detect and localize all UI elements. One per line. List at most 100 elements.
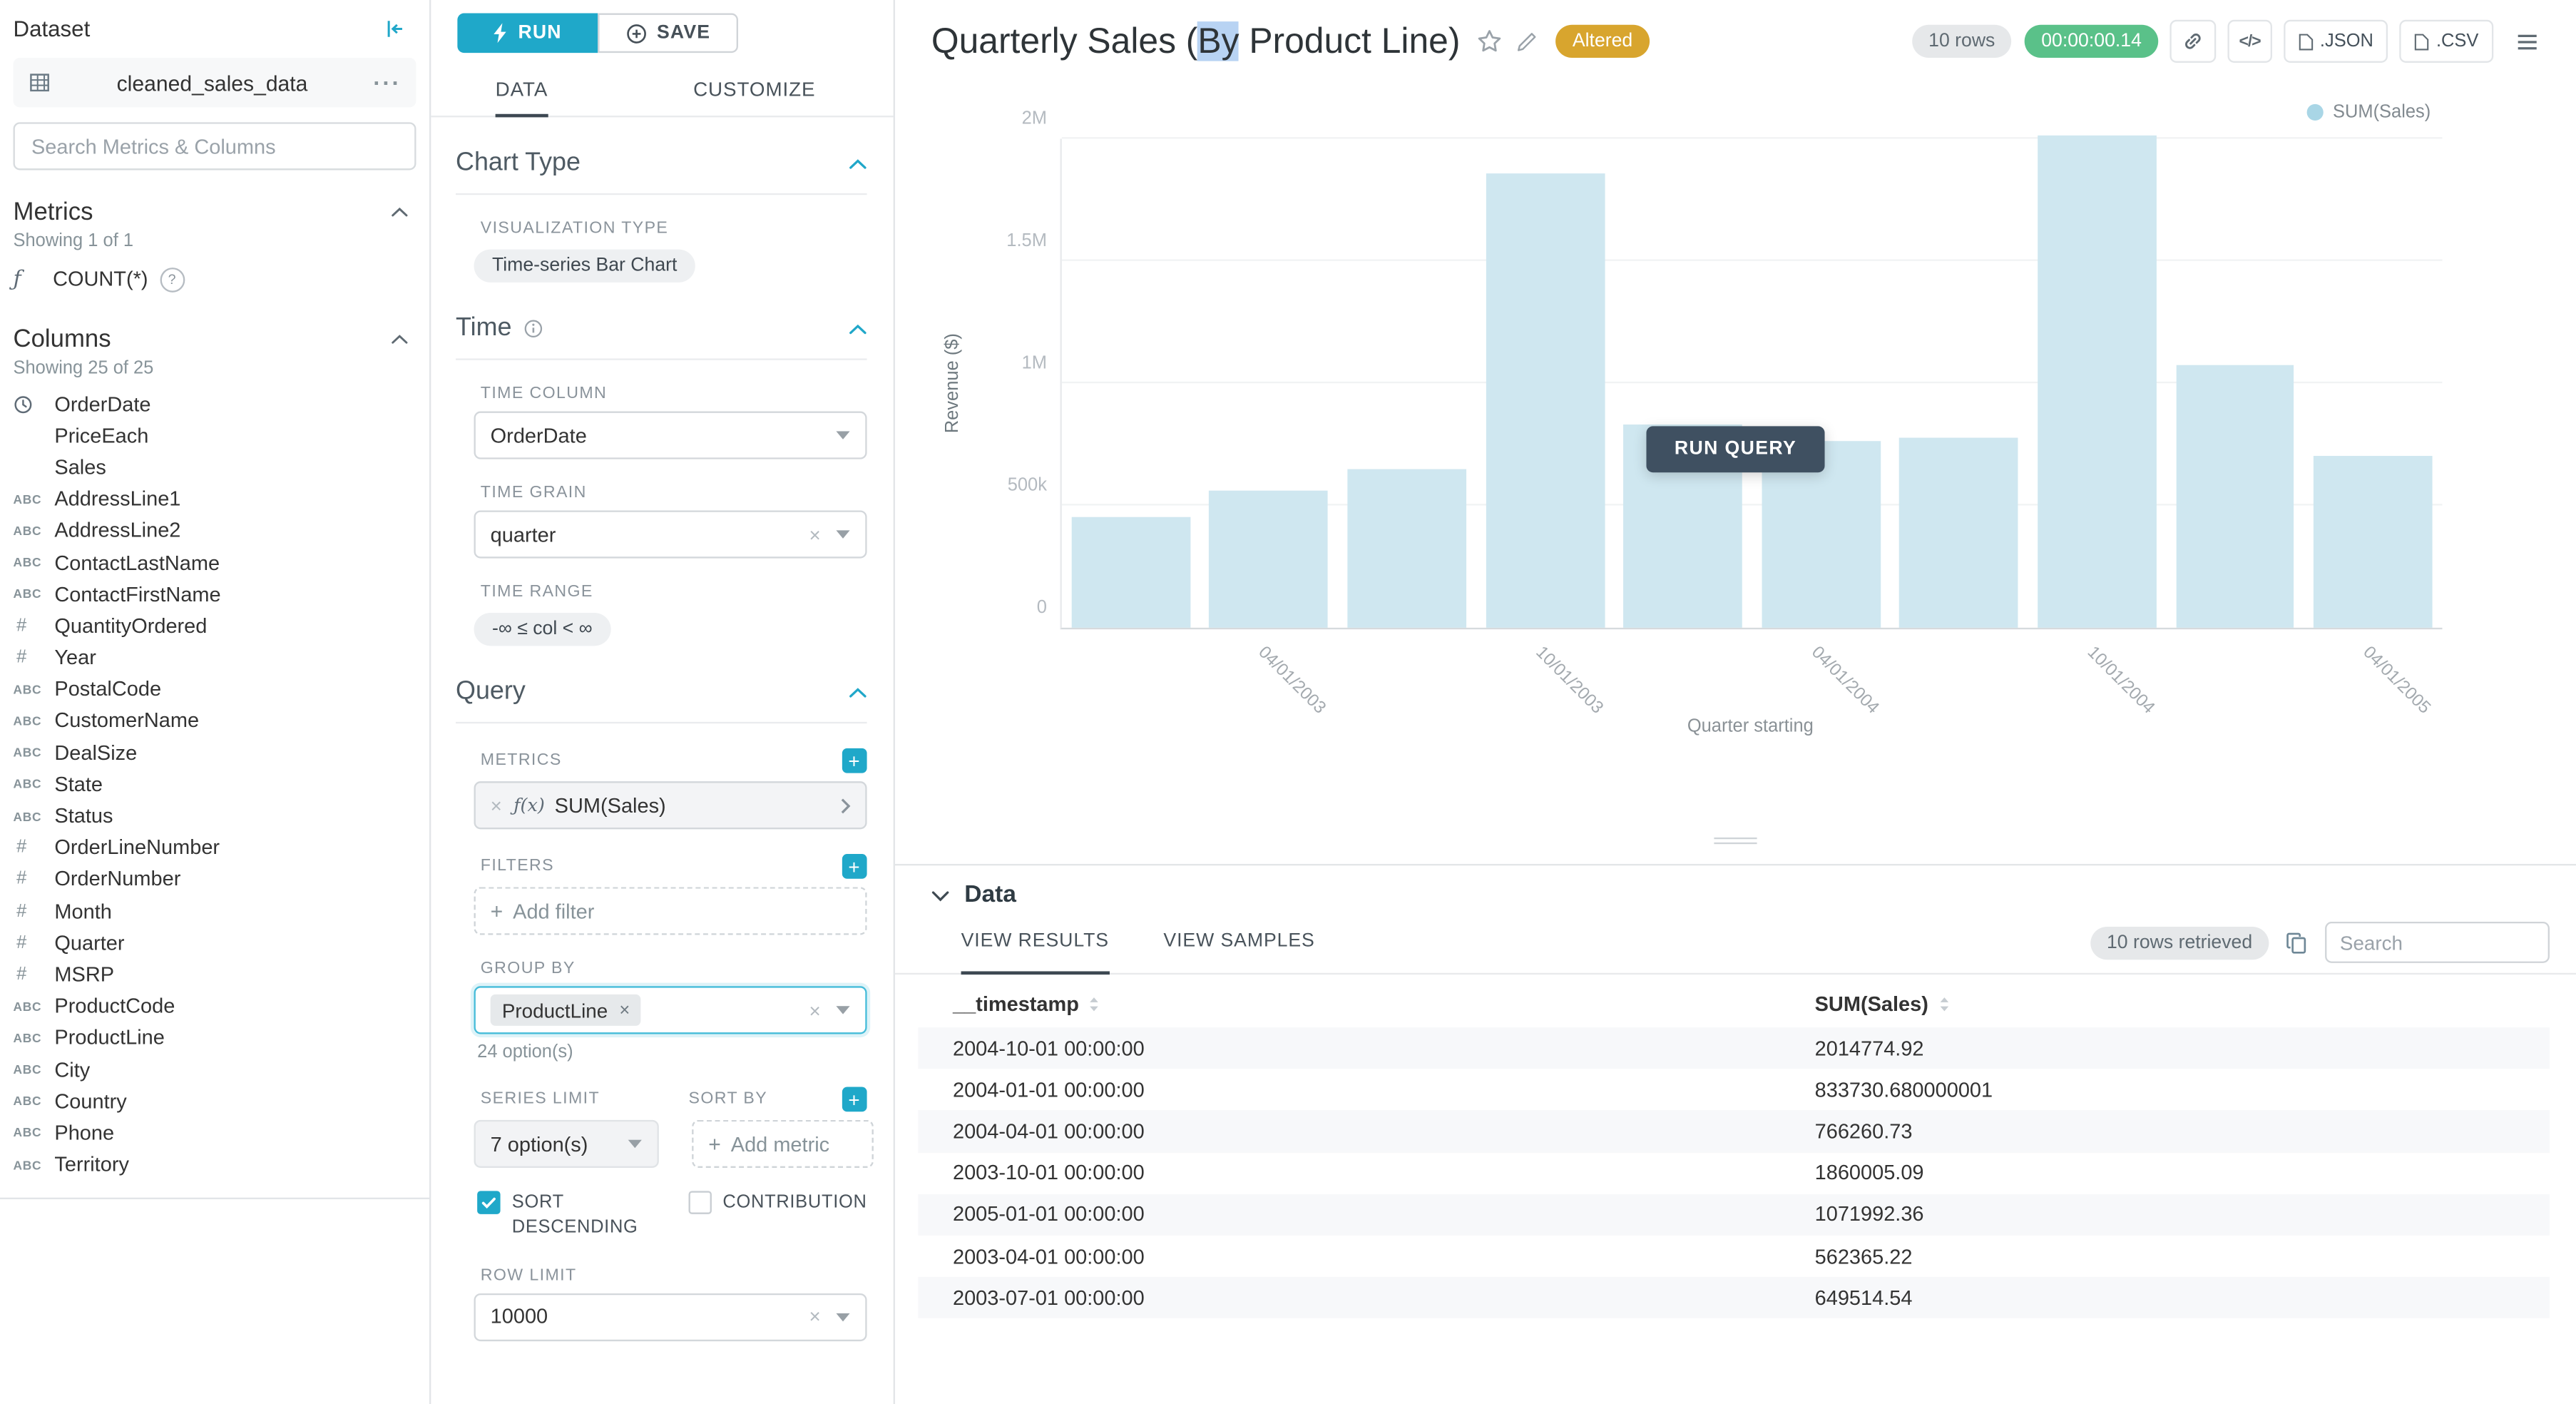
table-row[interactable]: 2004-04-01 00:00:00 766260.73	[918, 1110, 2550, 1153]
column-item[interactable]: ABC ContactFirstName	[0, 579, 429, 610]
collapse-panel-icon[interactable]	[384, 18, 406, 39]
add-metric-button[interactable]: +	[842, 748, 867, 773]
metric-pill[interactable]: × ƒ(x) SUM(Sales)	[474, 781, 867, 830]
remove-tag-icon[interactable]: ×	[619, 999, 630, 1020]
page-title[interactable]: Quarterly Sales (By Product Line)	[931, 20, 1461, 61]
data-panel-header[interactable]: Data	[895, 865, 2576, 912]
table-row[interactable]: 2003-07-01 00:00:00 649514.54	[918, 1277, 2550, 1319]
resize-handle[interactable]	[1714, 834, 1757, 848]
x-tick-label: 10/01/2004	[2082, 642, 2159, 718]
column-item[interactable]: ABC ProductLine	[0, 1022, 429, 1054]
export-csv-button[interactable]: .CSV	[2399, 19, 2494, 63]
time-column-select[interactable]: OrderDate	[474, 411, 867, 459]
add-filter-button[interactable]: +	[842, 854, 867, 879]
run-query-button[interactable]: RUN QUERY	[1646, 426, 1825, 473]
column-item[interactable]: # MSRP	[0, 959, 429, 990]
column-item[interactable]: ABC Status	[0, 800, 429, 832]
time-grain-select[interactable]: quarter ×	[474, 510, 867, 559]
sort-by-dropzone[interactable]: + Add metric	[692, 1119, 874, 1168]
column-item[interactable]: Sales	[0, 452, 429, 483]
table-row[interactable]: 2004-01-01 00:00:00 833730.680000001	[918, 1069, 2550, 1110]
query-section-header[interactable]: Query	[456, 646, 867, 724]
time-section-header[interactable]: Time	[456, 283, 867, 360]
clear-icon[interactable]: ×	[809, 522, 821, 546]
x-tick-label: 04/01/2003	[1254, 642, 1331, 718]
contribution-checkbox-row[interactable]: CONTRIBUTION	[688, 1189, 867, 1242]
column-item[interactable]: ABC AddressLine2	[0, 515, 429, 546]
column-header[interactable]: SUM(Sales)	[1815, 993, 2550, 1016]
columns-section-title: Columns	[13, 325, 111, 354]
column-item[interactable]: OrderDate	[0, 388, 429, 419]
chevron-up-icon[interactable]	[392, 206, 408, 218]
save-button[interactable]: SAVE	[598, 13, 738, 54]
dataset-options-icon[interactable]: ···	[373, 69, 402, 96]
help-icon[interactable]: ?	[159, 266, 185, 292]
sort-icon[interactable]	[1089, 996, 1100, 1012]
table-row[interactable]: 2004-10-01 00:00:00 2014774.92	[918, 1027, 2550, 1069]
share-link-button[interactable]	[2169, 19, 2217, 63]
column-item[interactable]: ABC CustomerName	[0, 705, 429, 736]
add-sort-metric-button[interactable]: +	[842, 1087, 867, 1112]
group-by-tag[interactable]: ProductLine ×	[490, 994, 642, 1026]
column-item[interactable]: # OrderLineNumber	[0, 832, 429, 863]
metrics-columns-search-input[interactable]	[13, 122, 416, 171]
checkbox-checked-icon[interactable]	[477, 1191, 501, 1214]
column-item[interactable]: # OrderNumber	[0, 864, 429, 895]
column-item[interactable]: # Month	[0, 895, 429, 927]
column-item[interactable]: # Year	[0, 642, 429, 673]
copy-icon[interactable]	[2286, 931, 2309, 954]
tab-customize[interactable]: CUSTOMIZE	[693, 77, 816, 101]
metric-item[interactable]: ƒ COUNT(*) ?	[0, 258, 429, 300]
star-icon[interactable]	[1477, 28, 1503, 54]
gridline	[1061, 137, 2443, 139]
chevron-up-icon[interactable]	[392, 334, 408, 345]
checkbox-unchecked-icon[interactable]	[688, 1191, 712, 1214]
run-button[interactable]: RUN	[457, 13, 598, 54]
results-search-input[interactable]	[2325, 921, 2550, 963]
column-item[interactable]: PriceEach	[0, 420, 429, 452]
table-row[interactable]: 2003-10-01 00:00:00 1860005.09	[918, 1152, 2550, 1194]
add-filter-dropzone[interactable]: + Add filter	[474, 887, 867, 935]
file-icon	[2299, 33, 2313, 50]
table-row[interactable]: 2003-04-01 00:00:00 562365.22	[918, 1236, 2550, 1277]
column-item[interactable]: ABC Phone	[0, 1117, 429, 1149]
sort-descending-checkbox-row[interactable]: SORT DESCENDING	[477, 1189, 688, 1242]
column-item[interactable]: ABC ProductCode	[0, 990, 429, 1022]
table-row[interactable]: 2005-01-01 00:00:00 1071992.36	[918, 1194, 2550, 1236]
tab-data[interactable]: DATA	[495, 64, 548, 118]
tab-view-results[interactable]: VIEW RESULTS	[961, 912, 1109, 975]
column-item[interactable]: ABC PostalCode	[0, 673, 429, 705]
embed-code-button[interactable]: </>	[2227, 19, 2272, 63]
value-cell: 833730.680000001	[1814, 1078, 1993, 1102]
column-item-label: OrderLineNumber	[54, 836, 220, 860]
column-item[interactable]: ABC Country	[0, 1086, 429, 1117]
export-json-button[interactable]: .JSON	[2283, 19, 2388, 63]
row-limit-select[interactable]: 10000 ×	[474, 1293, 867, 1341]
dataset-selector[interactable]: cleaned_sales_data ···	[13, 58, 416, 108]
menu-icon[interactable]	[2505, 21, 2550, 61]
time-range-value[interactable]: -∞ ≤ col < ∞	[474, 613, 611, 646]
column-item[interactable]: ABC DealSize	[0, 737, 429, 768]
column-item[interactable]: # Quarter	[0, 927, 429, 958]
chart-legend[interactable]: SUM(Sales)	[2306, 103, 2431, 122]
column-item[interactable]: # QuantityOrdered	[0, 610, 429, 641]
column-item[interactable]: ABC Territory	[0, 1149, 429, 1180]
clear-icon[interactable]: ×	[809, 998, 821, 1022]
tab-view-samples[interactable]: VIEW SAMPLES	[1163, 931, 1315, 952]
sort-icon[interactable]	[1938, 996, 1950, 1012]
metrics-section-title: Metrics	[13, 198, 93, 227]
viz-type-value[interactable]: Time-series Bar Chart	[474, 249, 695, 283]
chart-type-section-header[interactable]: Chart Type	[456, 117, 867, 195]
column-item[interactable]: ABC City	[0, 1054, 429, 1085]
altered-badge[interactable]: Altered	[1555, 24, 1650, 58]
series-limit-select[interactable]: 7 option(s)	[474, 1119, 659, 1168]
column-item[interactable]: ABC AddressLine1	[0, 483, 429, 514]
hash-icon: #	[16, 932, 27, 953]
clear-icon[interactable]: ×	[809, 1305, 821, 1329]
remove-metric-icon[interactable]: ×	[490, 793, 502, 817]
edit-title-icon[interactable]	[1516, 30, 1539, 53]
column-item[interactable]: ABC ContactLastName	[0, 546, 429, 578]
group-by-select[interactable]: ProductLine × ×	[474, 986, 867, 1034]
column-header[interactable]: __timestamp	[953, 993, 1815, 1016]
column-item[interactable]: ABC State	[0, 768, 429, 800]
